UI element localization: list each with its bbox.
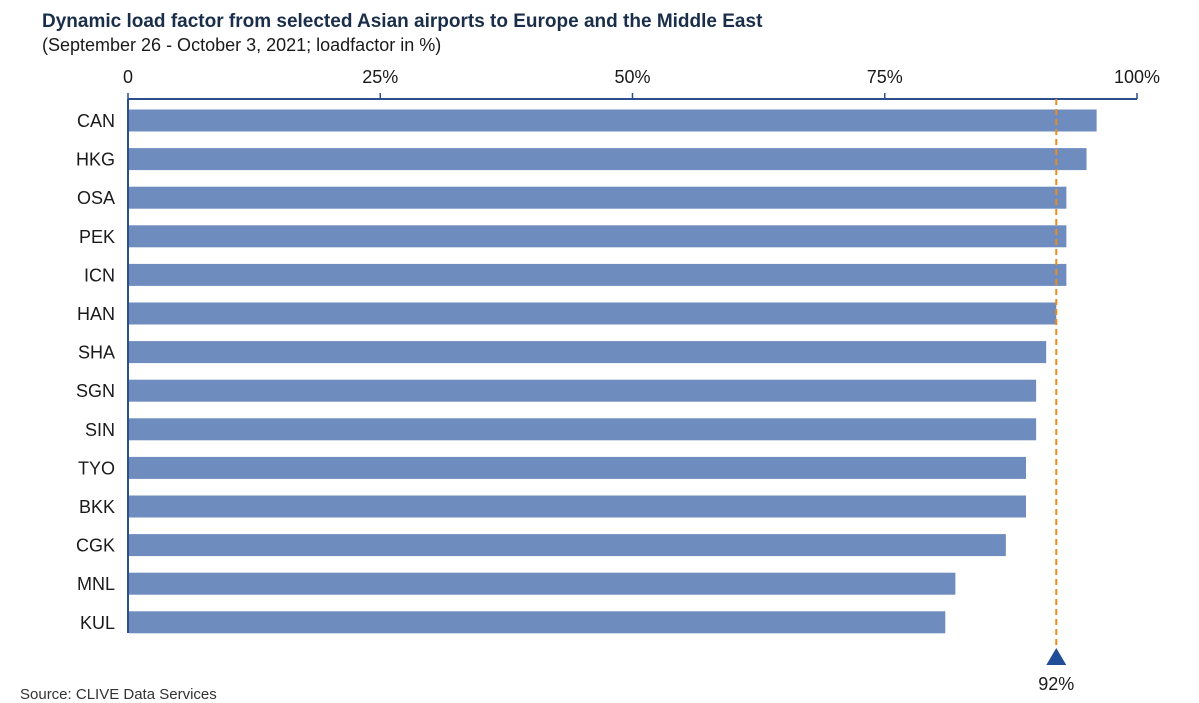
category-label-bkk: BKK [79, 497, 115, 517]
x-tick-label-25: 25% [362, 67, 398, 87]
bar-hkg [129, 148, 1087, 171]
reference-marker-triangle [1046, 648, 1067, 665]
category-label-han: HAN [77, 304, 115, 324]
category-label-can: CAN [77, 111, 115, 131]
bar-tyo [129, 456, 1027, 479]
bar-sin [129, 418, 1037, 441]
category-label-icn: ICN [84, 265, 115, 285]
category-label-mnl: MNL [77, 574, 115, 594]
bar-sgn [129, 379, 1037, 402]
chart-title: Dynamic load factor from selected Asian … [42, 11, 763, 32]
category-label-pek: PEK [79, 227, 115, 247]
category-label-osa: OSA [77, 188, 115, 208]
category-label-tyo: TYO [78, 458, 115, 478]
bar-kul [129, 611, 946, 634]
x-tick-label-50: 50% [614, 67, 650, 87]
category-label-cgk: CGK [76, 536, 115, 556]
source-note: Source: CLIVE Data Services [20, 686, 217, 703]
bar-cgk [129, 534, 1006, 557]
category-label-sgn: SGN [76, 381, 115, 401]
reference-label: 92% [1038, 674, 1074, 694]
bar-bkk [129, 495, 1027, 518]
bar-mnl [129, 572, 956, 595]
category-label-kul: KUL [80, 613, 115, 633]
category-label-sin: SIN [85, 420, 115, 440]
bar-han [129, 302, 1057, 325]
x-tick-label-75: 75% [867, 67, 903, 87]
bar-can [129, 109, 1097, 132]
x-tick-label-100: 100% [1114, 67, 1160, 87]
x-tick-label-0: 0 [123, 67, 133, 87]
bar-osa [129, 186, 1067, 209]
chart-subtitle: (September 26 - October 3, 2021; loadfac… [42, 35, 442, 55]
category-label-hkg: HKG [76, 150, 115, 170]
bar-icn [129, 263, 1067, 286]
bar-pek [129, 225, 1067, 248]
category-label-sha: SHA [78, 343, 115, 363]
bar-sha [129, 341, 1047, 364]
